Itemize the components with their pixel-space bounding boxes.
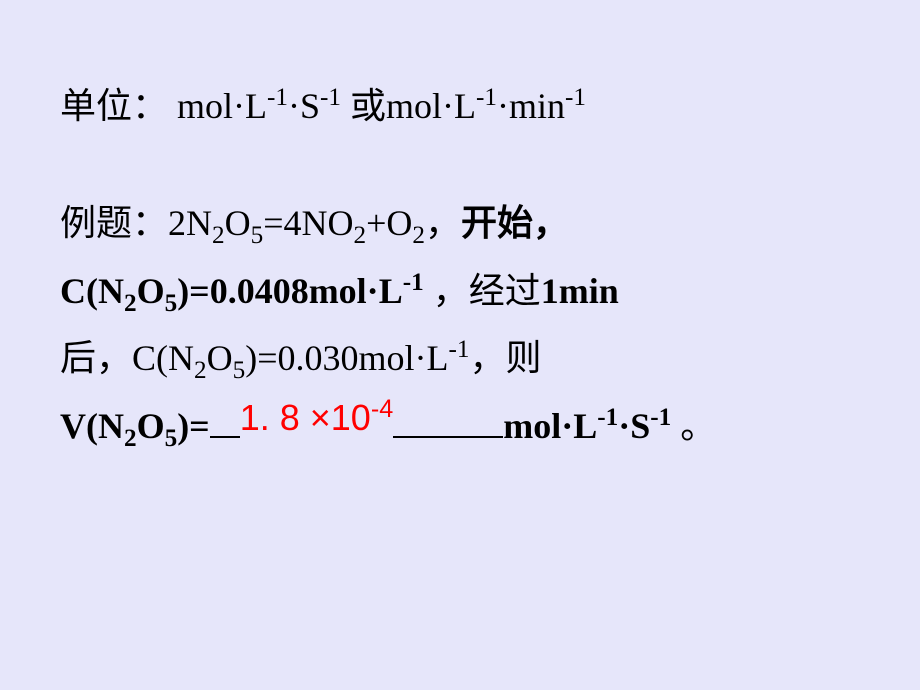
unit1-sup1: -1 bbox=[267, 84, 288, 111]
conc1-sup: -1 bbox=[403, 269, 424, 296]
conc1-mid: O bbox=[137, 271, 165, 311]
unit1-prefix: mol·L bbox=[168, 86, 267, 126]
then-text: 则 bbox=[505, 338, 541, 378]
conc2-close: )=0.030mol·L bbox=[245, 338, 448, 378]
conc1-sub2: 5 bbox=[165, 290, 178, 317]
rate-unit-sup2: -1 bbox=[650, 404, 671, 431]
unit1-sup2: -1 bbox=[320, 84, 341, 111]
conc2-prefix: C(N bbox=[132, 338, 194, 378]
after-text: 后， bbox=[60, 338, 132, 378]
answer-base: 1. 8 ×10 bbox=[240, 397, 371, 438]
rate-unit-sup1: -1 bbox=[597, 404, 618, 431]
blank-line-1 bbox=[210, 436, 240, 438]
conc1-L: L bbox=[379, 271, 403, 311]
or-text: 或mol·L bbox=[341, 86, 476, 126]
eq-sub3: 2 bbox=[354, 223, 367, 250]
rate-mid: O bbox=[137, 406, 165, 446]
conc2-sup: -1 bbox=[448, 336, 469, 363]
eq-comma: ， bbox=[425, 203, 461, 243]
rate-unit-prefix: mol·L bbox=[503, 406, 597, 446]
eq-sub1: 2 bbox=[212, 223, 225, 250]
eq-eq: =4NO bbox=[263, 203, 353, 243]
units-line: 单位： mol·L-1·S-1 或mol·L-1·min-1 bbox=[60, 80, 860, 131]
problem-section: 例题：2N2O5=4NO2+O2，开始， C(N2O5)=0.0408mol·L… bbox=[60, 191, 860, 461]
answer-sup: -4 bbox=[371, 395, 393, 423]
conc2-sub1: 2 bbox=[194, 358, 207, 385]
rate-sub2: 5 bbox=[165, 425, 178, 452]
unit1-mid: ·S bbox=[288, 86, 320, 126]
unit2-sup2: -1 bbox=[565, 84, 586, 111]
eq-sub2: 5 bbox=[251, 223, 264, 250]
rate-unit-mid: ·S bbox=[618, 406, 650, 446]
period: 。 bbox=[671, 406, 716, 446]
conc2-mid: O bbox=[207, 338, 233, 378]
problem-label: 例题： bbox=[60, 203, 168, 243]
unit2-sup1: -1 bbox=[476, 84, 497, 111]
rate-prefix: V(N bbox=[60, 406, 124, 446]
eq-sub4: 2 bbox=[412, 223, 425, 250]
eq-mid2: +O bbox=[366, 203, 412, 243]
time-text: 经过 bbox=[469, 271, 541, 311]
rate-sub1: 2 bbox=[124, 425, 137, 452]
units-label: 单位： bbox=[60, 86, 168, 126]
conc1-sub1: 2 bbox=[124, 290, 137, 317]
rate-close: )= bbox=[177, 406, 210, 446]
conc2-sub2: 5 bbox=[233, 358, 246, 385]
conc2-comma: ， bbox=[469, 338, 505, 378]
blank-line-2 bbox=[393, 436, 503, 438]
answer-value: 1. 8 ×10-4 bbox=[240, 397, 394, 438]
eq-prefix: 2N bbox=[168, 203, 212, 243]
eq-mid1: O bbox=[225, 203, 251, 243]
start-text: 开始， bbox=[461, 203, 569, 243]
conc1-comma: ， bbox=[424, 271, 469, 311]
time-value: 1min bbox=[541, 271, 619, 311]
conc1-prefix: C(N bbox=[60, 271, 124, 311]
conc1-close: )=0.0408mol· bbox=[177, 271, 379, 311]
unit2-mid: ·min bbox=[497, 86, 565, 126]
